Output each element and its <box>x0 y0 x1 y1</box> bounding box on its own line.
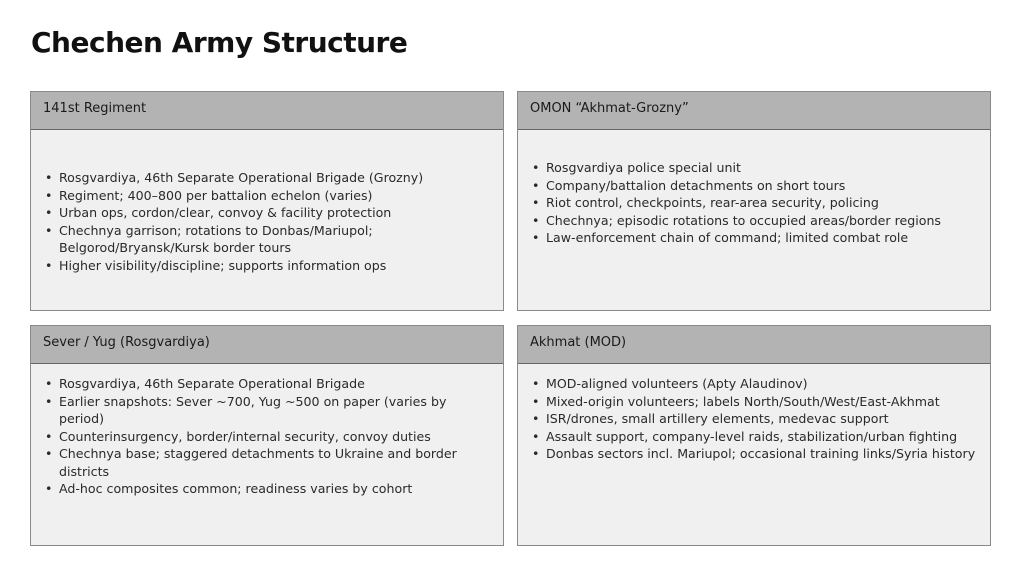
list-item: Chechnya; episodic rotations to occupied… <box>532 212 980 230</box>
list-item: Urban ops, cordon/clear, convoy & facili… <box>45 204 493 222</box>
bullet-list: Rosgvardiya police special unitCompany/b… <box>518 130 990 247</box>
list-item: Assault support, company-level raids, st… <box>532 428 980 446</box>
list-item: Rosgvardiya, 46th Separate Operational B… <box>45 375 493 393</box>
list-item: Earlier snapshots: Sever ~700, Yug ~500 … <box>45 393 493 428</box>
list-item: Mixed-origin volunteers; labels North/So… <box>532 393 980 411</box>
list-item: Rosgvardiya police special unit <box>532 159 980 177</box>
card-akhmat-mod: Akhmat (MOD)MOD-aligned volunteers (Apty… <box>517 325 991 546</box>
list-item: Company/battalion detachments on short t… <box>532 177 980 195</box>
list-item: Donbas sectors incl. Mariupol; occasiona… <box>532 445 980 463</box>
list-item: ISR/drones, small artillery elements, me… <box>532 410 980 428</box>
card-header: OMON “Akhmat-Grozny” <box>518 92 990 130</box>
list-item: Chechnya base; staggered detachments to … <box>45 445 493 480</box>
card-header: Sever / Yug (Rosgvardiya) <box>31 326 503 364</box>
list-item: Chechnya garrison; rotations to Donbas/M… <box>45 222 493 257</box>
list-item: Regiment; 400–800 per battalion echelon … <box>45 187 493 205</box>
list-item: Law-enforcement chain of command; limite… <box>532 229 980 247</box>
page-title: Chechen Army Structure <box>31 26 408 59</box>
card-header: Akhmat (MOD) <box>518 326 990 364</box>
card-141st-regiment: 141st Regiment Rosgvardiya, 46th Separate… <box>30 91 504 311</box>
list-item: Higher visibility/discipline; supports i… <box>45 257 493 275</box>
list-item: Riot control, checkpoints, rear-area sec… <box>532 194 980 212</box>
list-item: Counterinsurgency, border/internal secur… <box>45 428 493 446</box>
bullet-list: Rosgvardiya, 46th Separate Operational B… <box>31 364 503 498</box>
list-item: MOD-aligned volunteers (Apty Alaudinov) <box>532 375 980 393</box>
card-omon-akhmat-grozny: OMON “Akhmat-Grozny”Rosgvardiya police s… <box>517 91 991 311</box>
card-header: 141st Regiment <box>31 92 503 130</box>
list-item: Ad-hoc composites common; readiness vari… <box>45 480 493 498</box>
bullet-list: Rosgvardiya, 46th Separate Operational B… <box>31 130 503 274</box>
bullet-list: MOD-aligned volunteers (Apty Alaudinov)M… <box>518 364 990 463</box>
list-item: Rosgvardiya, 46th Separate Operational B… <box>45 169 493 187</box>
card-sever-yug: Sever / Yug (Rosgvardiya) Rosgvardiya, 46… <box>30 325 504 546</box>
